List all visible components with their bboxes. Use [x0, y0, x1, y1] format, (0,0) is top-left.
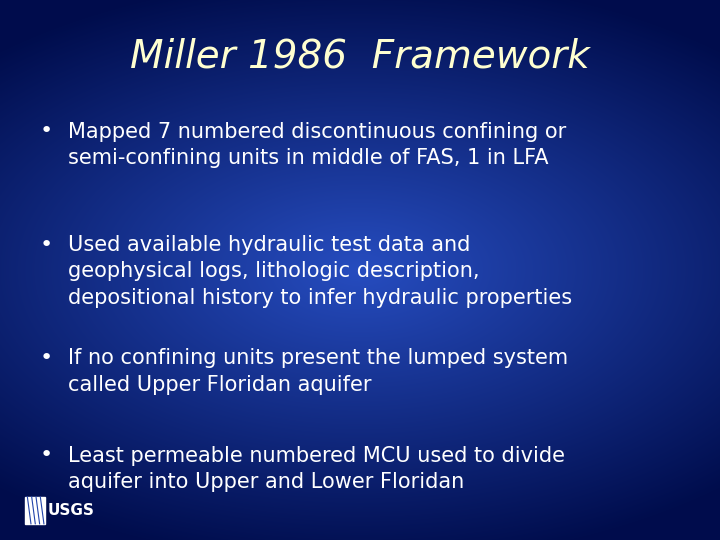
Text: Mapped 7 numbered discontinuous confining or
semi-confining units in middle of F: Mapped 7 numbered discontinuous confinin… — [68, 122, 567, 168]
Text: Least permeable numbered MCU used to divide
aquifer into Upper and Lower Florida: Least permeable numbered MCU used to div… — [68, 446, 565, 492]
Text: If no confining units present the lumped system
called Upper Floridan aquifer: If no confining units present the lumped… — [68, 348, 569, 395]
Text: USGS: USGS — [48, 503, 94, 518]
Text: •: • — [40, 122, 53, 141]
Text: •: • — [40, 348, 53, 368]
Text: •: • — [40, 446, 53, 465]
Text: Used available hydraulic test data and
geophysical logs, lithologic description,: Used available hydraulic test data and g… — [68, 235, 572, 308]
FancyBboxPatch shape — [25, 497, 45, 524]
Text: Miller 1986  Framework: Miller 1986 Framework — [130, 38, 590, 76]
Text: •: • — [40, 235, 53, 255]
